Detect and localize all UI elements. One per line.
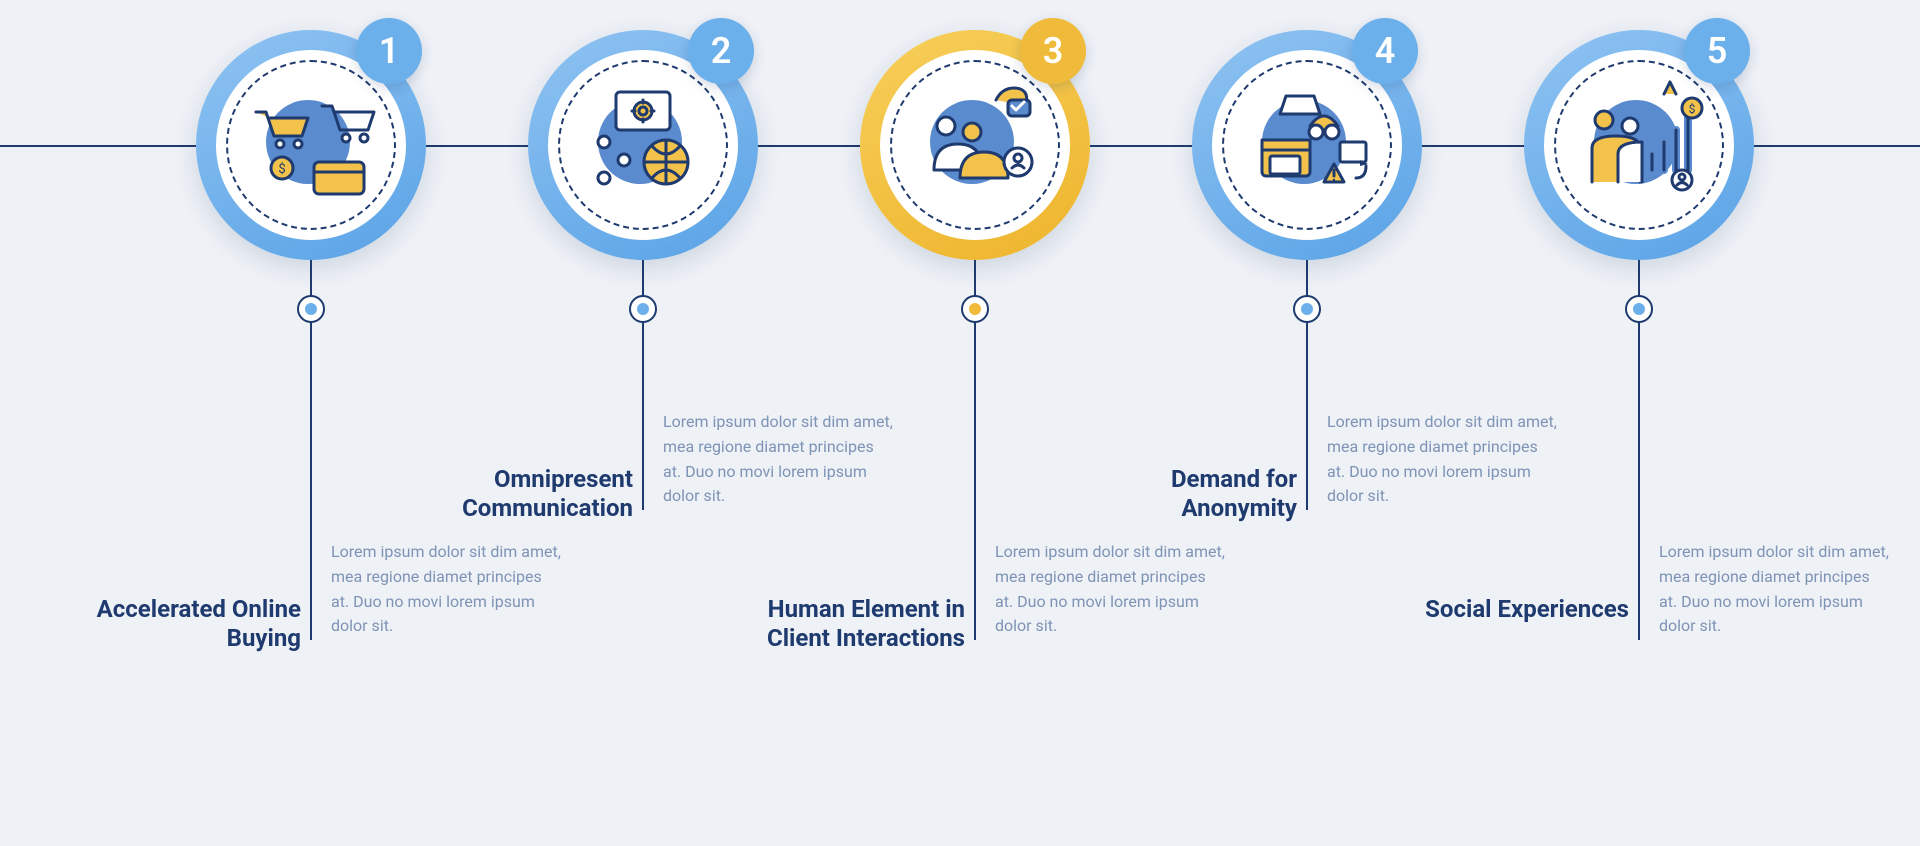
step-title: Omnipresent Communication (413, 465, 633, 523)
globe-icon (568, 70, 718, 220)
stem-knob-dot (305, 303, 317, 315)
step-number: 2 (688, 18, 754, 84)
timeline-line (426, 145, 530, 147)
timeline-line (1422, 145, 1526, 147)
svg-text:$: $ (278, 162, 285, 177)
step-body: Lorem ipsum dolor sit dim amet, mea regi… (331, 540, 561, 639)
step-number: 5 (1684, 18, 1750, 84)
stem-knob (1293, 295, 1321, 323)
step-number: 4 (1352, 18, 1418, 84)
anon-icon (1232, 70, 1382, 220)
stem-knob (1625, 295, 1653, 323)
timeline-line (1090, 145, 1194, 147)
stem-knob-dot (637, 303, 649, 315)
step-body: Lorem ipsum dolor sit dim amet, mea regi… (995, 540, 1225, 639)
step-number: 1 (356, 18, 422, 84)
stem-knob (629, 295, 657, 323)
step-title: Human Element in Client Interactions (745, 595, 965, 653)
stem-knob (297, 295, 325, 323)
timeline-line (0, 145, 196, 147)
badge: $ 5 (1524, 30, 1754, 260)
step-number: 3 (1020, 18, 1086, 84)
step-body: Lorem ipsum dolor sit dim amet, mea regi… (663, 410, 893, 509)
stem-knob (961, 295, 989, 323)
badge: 4 (1192, 30, 1422, 260)
social-icon: $ (1564, 70, 1714, 220)
people-icon (900, 70, 1050, 220)
step-title: Demand for Anonymity (1077, 465, 1297, 523)
step-body: Lorem ipsum dolor sit dim amet, mea regi… (1659, 540, 1889, 639)
svg-text:$: $ (1689, 102, 1696, 116)
badge: $ 1 (196, 30, 426, 260)
badge: 2 (528, 30, 758, 260)
cart-icon: $ (236, 70, 386, 220)
timeline-line (758, 145, 862, 147)
step-body: Lorem ipsum dolor sit dim amet, mea regi… (1327, 410, 1557, 509)
stem-knob-dot (1301, 303, 1313, 315)
step-title: Accelerated Online Buying (81, 595, 301, 653)
badge: 3 (860, 30, 1090, 260)
stem-knob-dot (1633, 303, 1645, 315)
stem-knob-dot (969, 303, 981, 315)
step-title: Social Experiences (1409, 595, 1629, 624)
